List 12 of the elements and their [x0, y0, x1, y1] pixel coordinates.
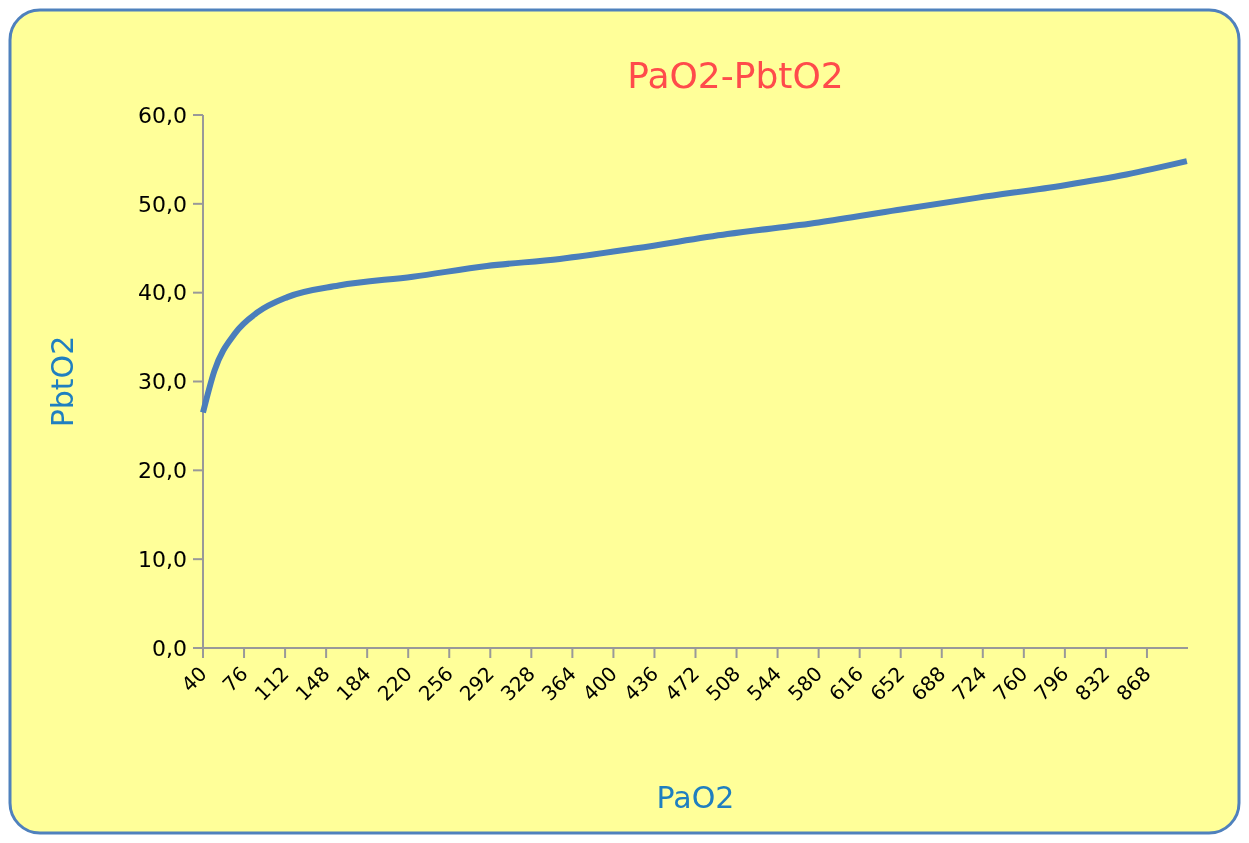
y-tick-label: 0,0 [152, 635, 187, 661]
y-tick-label: 40,0 [138, 280, 187, 306]
x-tick-label: 40 [176, 661, 212, 697]
chart-title: PaO2-PbtO2 [627, 55, 844, 96]
y-tick-label: 30,0 [138, 369, 187, 395]
x-axis-title: PaO2 [656, 780, 735, 815]
y-tick-label: 20,0 [138, 458, 187, 484]
y-tick-label: 60,0 [138, 102, 187, 128]
y-tick-label: 50,0 [138, 191, 187, 217]
y-axis-title: PbtO2 [45, 335, 80, 428]
x-tick-label: 472 [660, 661, 704, 706]
y-tick-label: 10,0 [138, 546, 187, 572]
